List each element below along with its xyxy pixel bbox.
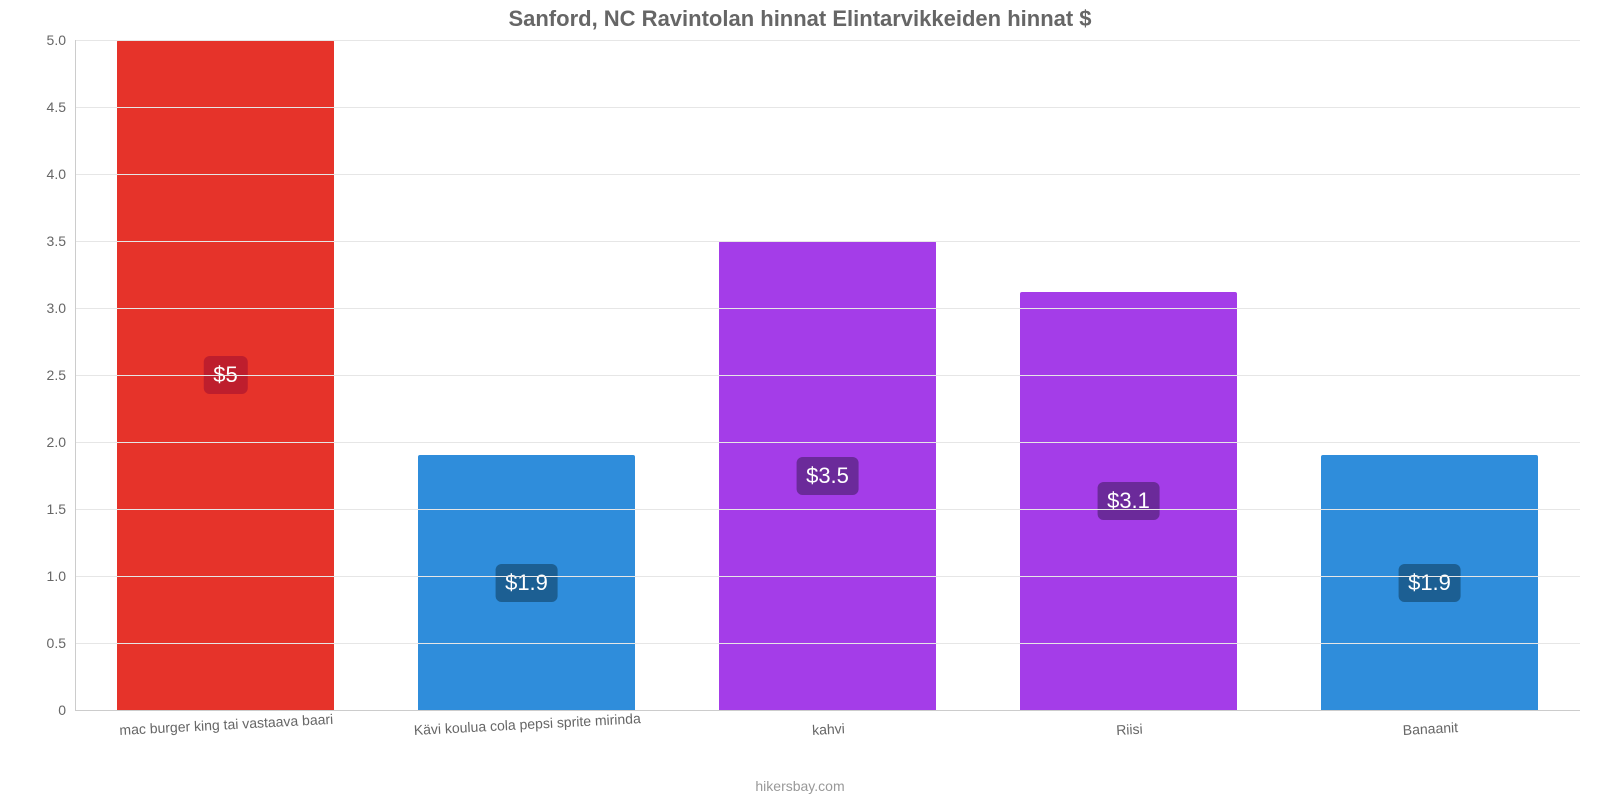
grid-line [75,174,1580,175]
plot-area: $5$1.9$3.5$3.1$1.9 [75,40,1580,710]
y-tick-label: 3.5 [16,233,66,249]
value-badge: $1.9 [495,564,558,602]
y-axis-line [75,40,76,710]
y-tick-label: 0 [16,702,66,718]
y-tick-label: 0.5 [16,635,66,651]
grid-line [75,241,1580,242]
grid-line [75,643,1580,644]
grid-line [75,509,1580,510]
x-tick-label: mac burger king tai vastaava baari [119,711,334,738]
grid-line [75,576,1580,577]
y-tick-label: 4.0 [16,166,66,182]
grid-line [75,40,1580,41]
x-tick-label: Kävi koulua cola pepsi sprite mirinda [413,710,641,738]
grid-line [75,375,1580,376]
value-badge: $3.1 [1097,482,1160,520]
grid-line [75,107,1580,108]
y-tick-label: 5.0 [16,32,66,48]
y-tick-label: 2.0 [16,434,66,450]
y-tick-label: 2.5 [16,367,66,383]
y-tick-label: 3.0 [16,300,66,316]
value-badge: $1.9 [1398,564,1461,602]
y-tick-label: 1.5 [16,501,66,517]
x-tick-label: Riisi [1115,721,1142,738]
grid-line [75,308,1580,309]
grid-line [75,442,1580,443]
y-tick-label: 1.0 [16,568,66,584]
credit-text: hikersbay.com [0,778,1600,794]
x-axis-line [75,710,1580,711]
y-tick-label: 4.5 [16,99,66,115]
x-tick-label: kahvi [811,720,844,738]
price-bar-chart: Sanford, NC Ravintolan hinnat Elintarvik… [0,0,1600,800]
value-badge: $3.5 [796,457,859,495]
x-tick-label: Banaanit [1402,719,1458,738]
chart-title: Sanford, NC Ravintolan hinnat Elintarvik… [0,6,1600,32]
